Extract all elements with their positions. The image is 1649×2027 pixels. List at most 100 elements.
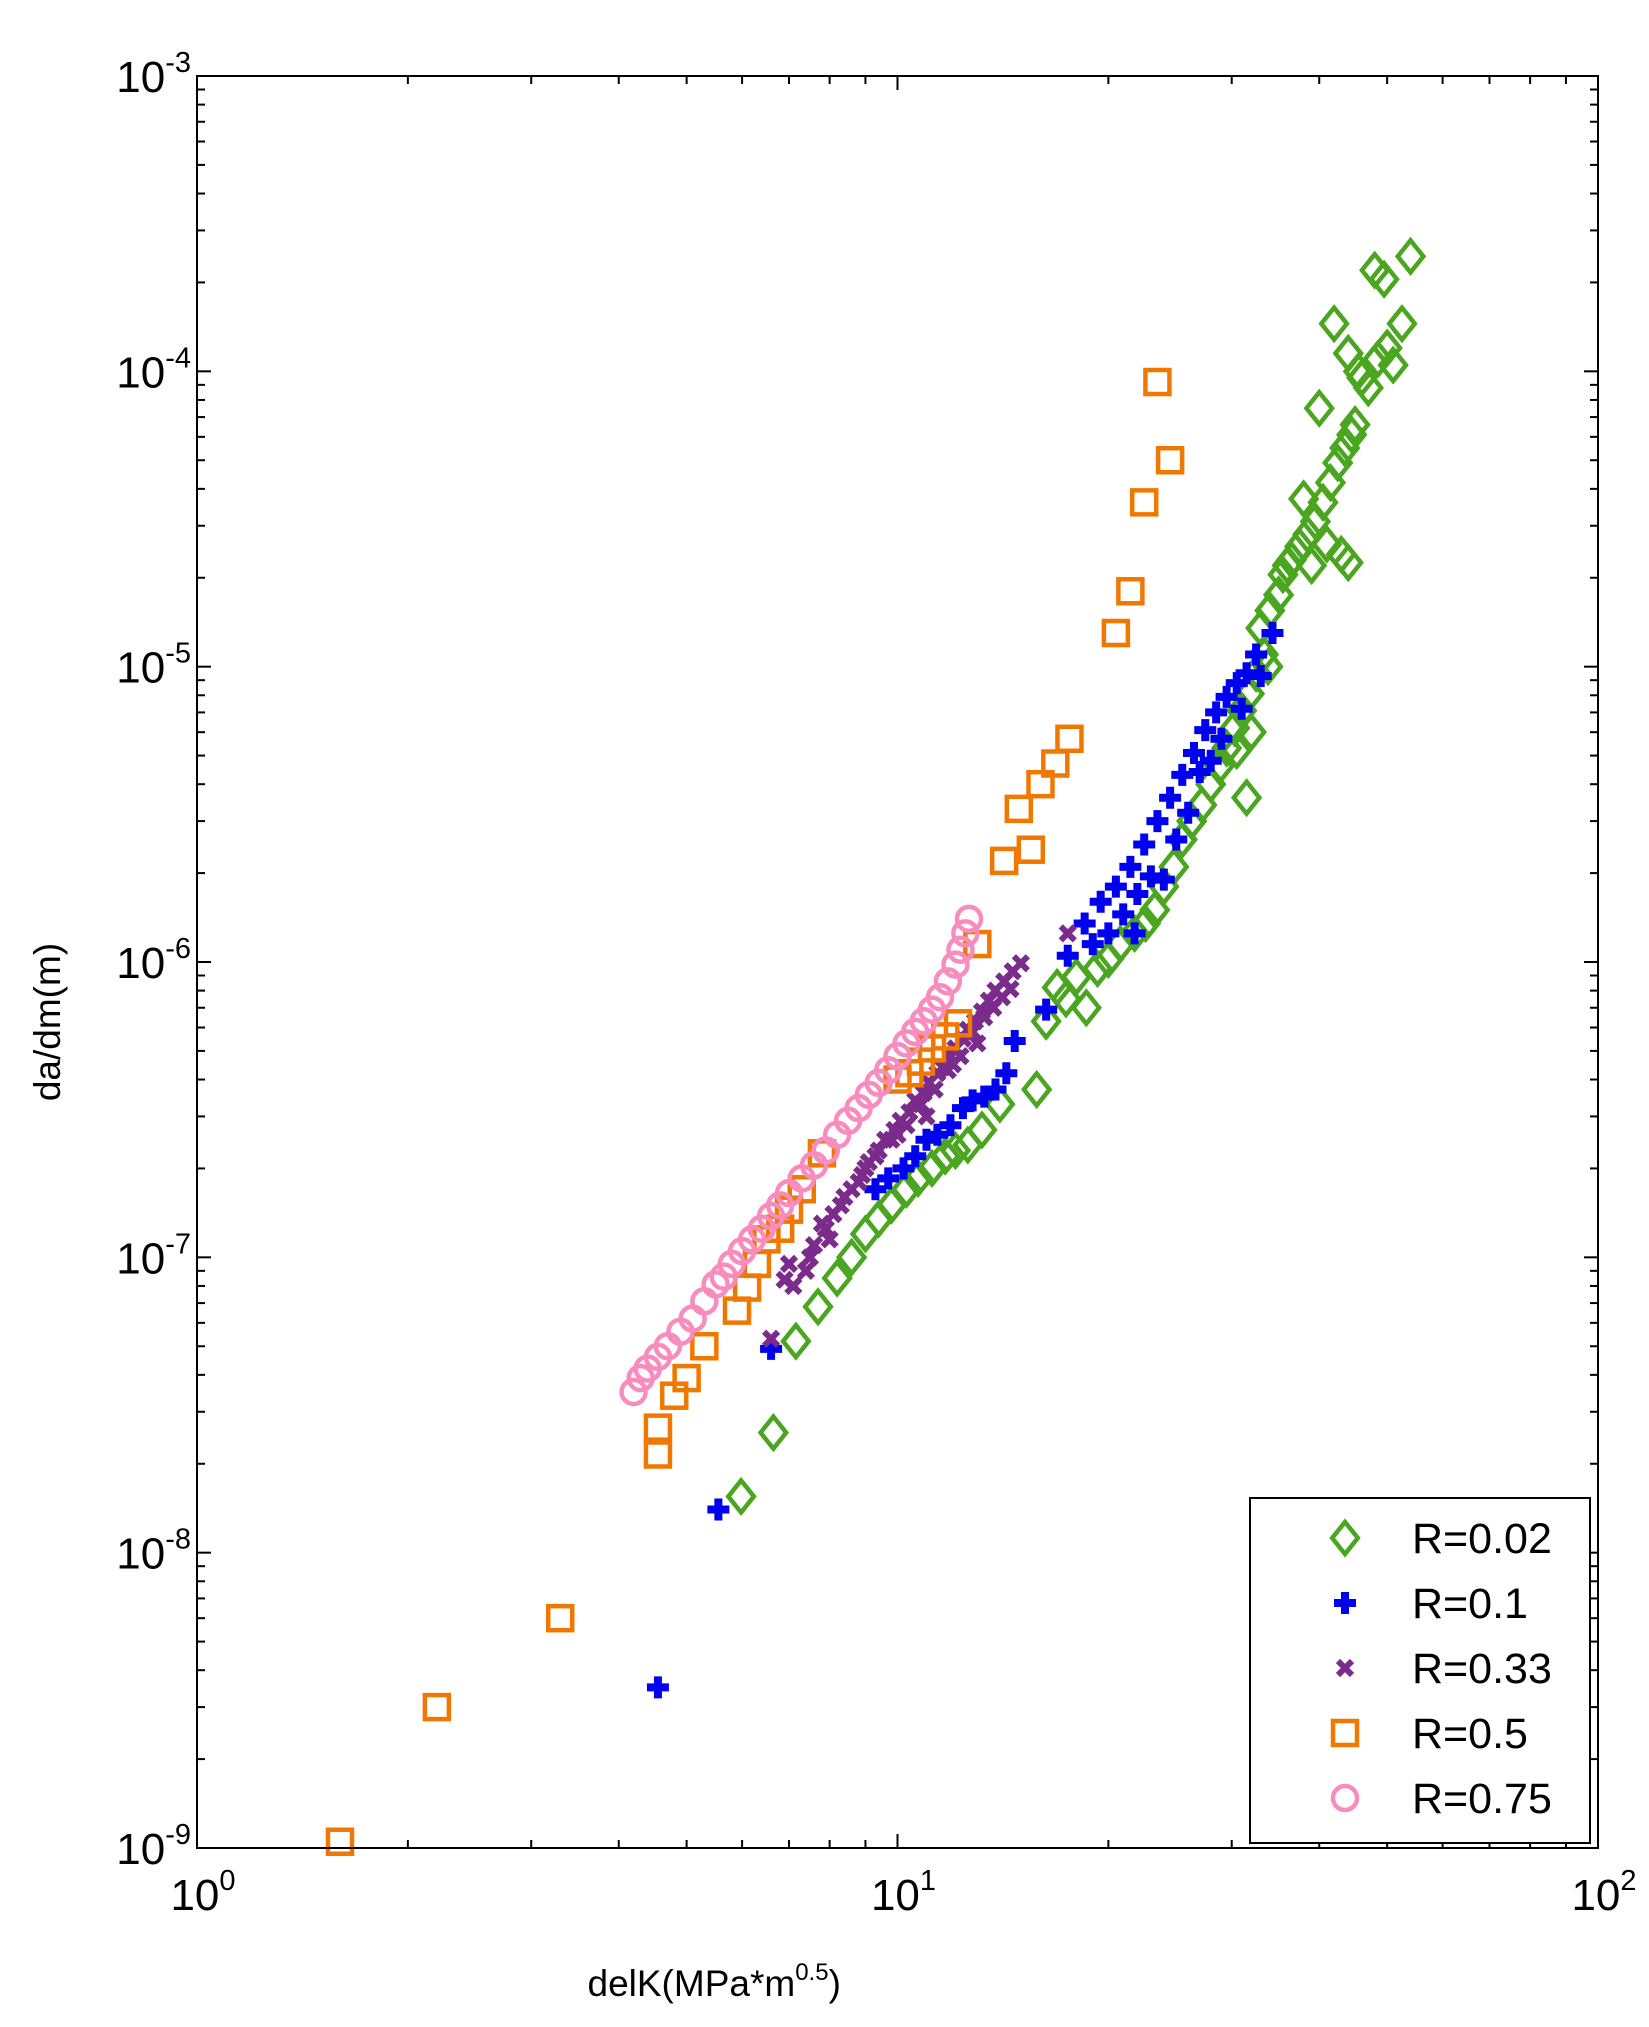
data-point: [1346, 358, 1378, 398]
legend-label: R=0.02: [1412, 1515, 1552, 1563]
data-point: [812, 1214, 832, 1233]
data-point: [925, 982, 955, 1012]
legend-marker: [1330, 1718, 1360, 1748]
data-point: [925, 1080, 944, 1099]
legend-label: R=0.75: [1412, 1775, 1552, 1823]
data-point: [1001, 979, 1020, 999]
data-point: [911, 1095, 931, 1114]
data-point: [1352, 368, 1384, 408]
data-point: [1245, 643, 1268, 666]
data-point: [1143, 367, 1172, 397]
data-point: [1318, 304, 1350, 344]
data-point: [939, 1114, 962, 1137]
data-point: [1267, 554, 1299, 595]
data-point: [796, 1261, 816, 1280]
data-point: [1097, 922, 1120, 945]
data-point: [1221, 730, 1253, 771]
data-point: [904, 1145, 927, 1168]
data-point: [1322, 443, 1354, 483]
data-point: [929, 1136, 961, 1176]
data-point: [779, 1254, 799, 1274]
data-point: [1362, 339, 1394, 379]
data-point: [757, 1413, 790, 1453]
data-point: [989, 846, 1019, 876]
data-point: [1159, 786, 1182, 809]
data-point: [1003, 1030, 1026, 1053]
data-point: [864, 1178, 887, 1201]
data-point: [1155, 445, 1185, 475]
data-point: [725, 1476, 757, 1517]
legend-marker: [1335, 1658, 1355, 1678]
y-tick-label: 10-5: [116, 638, 191, 693]
data-point: [1261, 622, 1284, 645]
data-point: [1230, 697, 1253, 720]
legend-label: R=0.33: [1412, 1645, 1552, 1693]
x-tick-labels: 100 101 102: [170, 1865, 1636, 1920]
data-point: [1070, 988, 1102, 1028]
data-point: [835, 1237, 868, 1277]
data-point: [890, 1169, 923, 1209]
data-point: [1230, 778, 1263, 818]
data-point: [1119, 855, 1142, 878]
y-tick-label: 10-9: [116, 1819, 191, 1874]
series-r-0-1: [646, 622, 1284, 1699]
data-point: [1249, 664, 1272, 687]
data-point: [1129, 903, 1162, 944]
data-point: [1329, 428, 1361, 468]
data-point: [1262, 575, 1295, 615]
data-point: [1295, 545, 1328, 586]
data-point: [1089, 890, 1112, 913]
data-point: [1126, 882, 1149, 905]
data-point: [1165, 828, 1188, 851]
data-point: [1332, 543, 1364, 583]
data-point: [1129, 488, 1159, 517]
data-point: [787, 1175, 817, 1204]
data-point: [422, 1692, 452, 1722]
data-point: [1368, 259, 1400, 299]
y-tick-label: 10-7: [116, 1228, 191, 1283]
y-tick-label: 10-8: [116, 1524, 191, 1579]
data-point: [888, 1125, 907, 1144]
data-point: [946, 935, 975, 965]
axis-ticks: [196, 76, 1598, 1849]
data-point: [1101, 618, 1131, 648]
data-point: [780, 1321, 812, 1361]
data-point: [1133, 833, 1156, 856]
data-point: [1177, 801, 1200, 824]
data-point: [1030, 1001, 1062, 1041]
data-point: [690, 1331, 719, 1361]
data-point: [984, 1078, 1007, 1101]
data-point: [701, 1270, 730, 1299]
series-r-0-33: [761, 924, 1077, 1348]
data-point: [545, 1603, 575, 1633]
data-point: [1311, 524, 1343, 564]
data-point: [1123, 922, 1146, 945]
data-point: [1205, 701, 1228, 724]
data-point: [831, 1196, 850, 1215]
data-point: [804, 1235, 824, 1255]
data-point: [1215, 685, 1238, 708]
data-point: [643, 1440, 673, 1469]
legend: R=0.02 R=0.1 R=0.33 R=0.5 R=0.75: [1249, 1497, 1591, 1844]
y-tick-label: 10-6: [116, 933, 191, 988]
data-point: [917, 1107, 936, 1126]
legend-marker: [1329, 1518, 1361, 1558]
data-point: [1104, 875, 1127, 898]
data-point: [1058, 924, 1077, 943]
data-point: [892, 1157, 915, 1180]
y-tick-labels: 10-9 10-8 10-7 10-6 10-5 10-4 10-3: [116, 47, 191, 1874]
y-axis-title: da/dm(m): [27, 943, 68, 1101]
data-point: [1371, 328, 1403, 368]
data-point: [672, 1363, 701, 1393]
data-point: [1011, 954, 1030, 973]
series-r-0-75: [619, 904, 984, 1407]
data-point: [943, 1009, 973, 1038]
data-point: [954, 904, 984, 934]
data-point: [643, 1413, 673, 1442]
data-point: [902, 1158, 934, 1199]
data-points: [325, 236, 1427, 1856]
data-point: [1112, 903, 1135, 926]
data-point: [619, 1377, 648, 1407]
x-axis-title: delK(MPa*m0.5): [588, 1959, 841, 2004]
